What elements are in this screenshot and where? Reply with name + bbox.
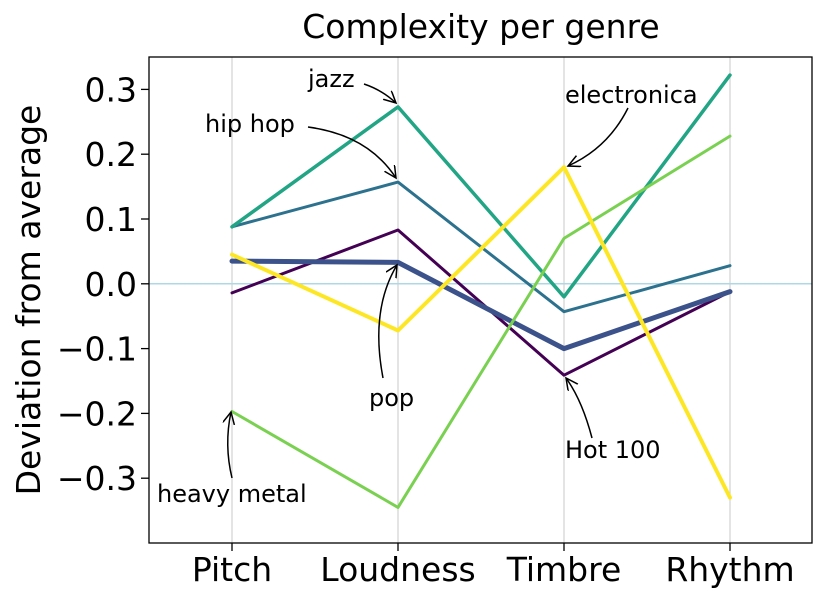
y-tick-label: 0.1 bbox=[85, 200, 137, 239]
annotation-label-electronica: electronica bbox=[565, 81, 698, 109]
y-axis-label: Deviation from average bbox=[9, 105, 48, 496]
x-axis-ticks: Pitch Loudness Timbre Rhythm bbox=[192, 543, 795, 589]
x-tick-label-rhythm: Rhythm bbox=[665, 550, 794, 589]
annotation-label-hot-100: Hot 100 bbox=[565, 436, 661, 464]
series-layer bbox=[229, 73, 733, 509]
annotation-label-heavy-metal: heavy metal bbox=[157, 480, 307, 508]
x-tick-label-loudness: Loudness bbox=[320, 550, 475, 589]
series-line-heavy-metal bbox=[230, 134, 732, 509]
y-tick-label: 0.2 bbox=[85, 135, 137, 174]
chart-title: Complexity per genre bbox=[302, 7, 660, 46]
y-tick-label: −0.3 bbox=[57, 459, 137, 498]
series-line-electronica bbox=[230, 165, 732, 500]
y-axis-ticks: 0.3 0.2 0.1 0.0 −0.1 −0.2 −0.3 bbox=[57, 70, 149, 498]
series-line-hot-100 bbox=[230, 228, 732, 377]
y-tick-label: 0.0 bbox=[85, 265, 137, 304]
x-tick-label-timbre: Timbre bbox=[506, 550, 622, 589]
annotation-label-jazz: jazz bbox=[307, 65, 355, 93]
grid bbox=[231, 57, 731, 543]
annotation-arrow-hip-hop bbox=[307, 126, 396, 178]
annotation-arrow-hot-100 bbox=[566, 378, 593, 439]
y-tick-label: 0.3 bbox=[85, 70, 137, 109]
annotation-arrow-heavy-metal bbox=[228, 412, 232, 479]
series-line-pop bbox=[229, 258, 733, 352]
y-tick-label: −0.2 bbox=[57, 394, 137, 433]
annotation-label-pop: pop bbox=[369, 384, 414, 412]
plot-frame bbox=[148, 56, 813, 544]
annotation-label-hip-hop: hip hop bbox=[205, 110, 295, 138]
annotation-arrow-electronica bbox=[568, 107, 629, 166]
y-tick-label: −0.1 bbox=[57, 330, 137, 369]
annotation-arrow-pop bbox=[378, 265, 397, 379]
annotation-arrow-jazz bbox=[363, 83, 396, 103]
x-tick-label-pitch: Pitch bbox=[192, 550, 272, 589]
annotations: jazz hip hop electronica pop Hot 100 heavy me… bbox=[157, 65, 698, 508]
